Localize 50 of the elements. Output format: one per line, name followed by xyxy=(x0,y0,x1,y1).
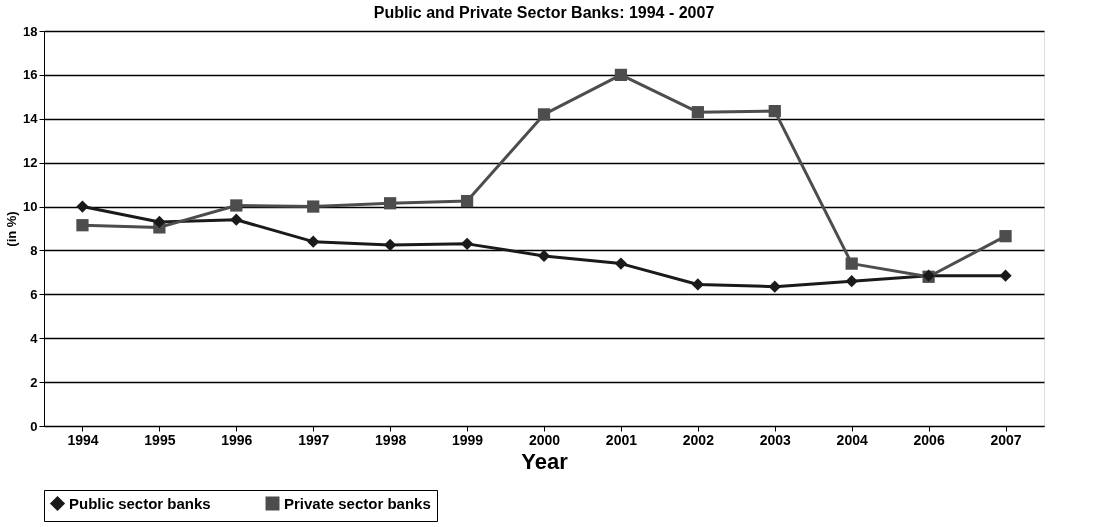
point xyxy=(845,257,858,270)
x-tick-label: 1996 xyxy=(221,431,253,448)
point xyxy=(999,269,1012,282)
point xyxy=(691,106,704,119)
y-tick-label: 8 xyxy=(30,242,38,258)
point xyxy=(691,278,704,291)
x-tick-label: 2004 xyxy=(836,431,868,448)
point xyxy=(307,235,320,248)
point xyxy=(614,68,628,82)
point xyxy=(76,200,89,213)
x-axis-title: Year xyxy=(521,448,569,474)
y-tick-label: 16 xyxy=(23,67,38,83)
x-tick-label: 2006 xyxy=(913,431,945,448)
y-tick-label: 12 xyxy=(23,155,38,171)
y-tick-label: 4 xyxy=(30,330,39,346)
x-tick-label: 1994 xyxy=(67,431,99,448)
point xyxy=(460,194,474,208)
point xyxy=(230,213,243,226)
x-tick-label: 1995 xyxy=(144,431,176,448)
x-tick-label: 2000 xyxy=(528,431,561,448)
x-tick-label: 2003 xyxy=(759,431,792,448)
y-tick-label: 18 xyxy=(23,23,38,39)
point xyxy=(230,199,243,212)
x-tick-label: 1999 xyxy=(452,431,484,448)
x-tick-label: 2001 xyxy=(605,431,638,448)
point xyxy=(768,104,781,118)
point xyxy=(384,197,397,210)
point xyxy=(537,249,551,263)
point xyxy=(999,230,1012,243)
y-tick-label: 0 xyxy=(30,418,38,434)
point xyxy=(384,238,397,252)
y-axis-title: (in %) xyxy=(4,211,20,247)
point xyxy=(153,215,166,229)
legend-label: Private sector banks xyxy=(284,494,431,512)
x-tick-label: 2002 xyxy=(682,431,715,448)
point xyxy=(614,257,628,270)
y-tick-label: 6 xyxy=(30,286,38,302)
x-tick-label: 2007 xyxy=(990,431,1022,448)
legend-label: Public sector banks xyxy=(69,494,211,512)
x-tick-label: 1998 xyxy=(375,431,407,448)
chart-title: Public and Private Sector Banks: 1994 - 2007 xyxy=(373,4,715,21)
point xyxy=(307,200,320,213)
point xyxy=(845,275,858,288)
y-tick-label: 10 xyxy=(23,199,38,215)
point xyxy=(76,219,89,232)
y-tick-label: 14 xyxy=(23,111,39,127)
point xyxy=(537,108,551,121)
x-tick-label: 1997 xyxy=(298,431,330,448)
y-tick-label: 2 xyxy=(30,374,38,390)
point xyxy=(460,237,474,250)
